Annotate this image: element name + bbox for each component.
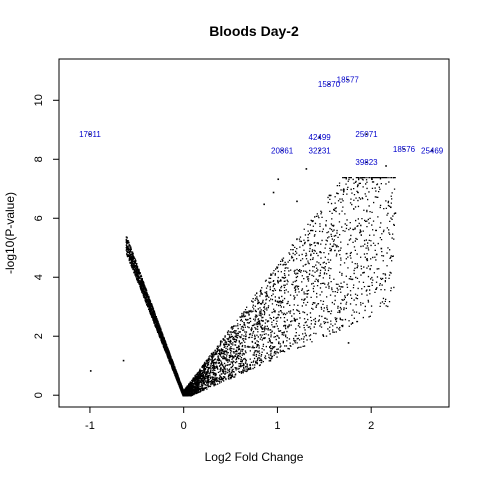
point-label-42499: 42499	[309, 133, 332, 142]
point-label-18577: 18577	[337, 76, 360, 85]
labeled-point	[89, 133, 91, 136]
outlier-point	[122, 359, 125, 362]
y-axis: 0 2 4 6 8 10	[33, 94, 60, 398]
x-tick-label: 0	[181, 420, 187, 432]
outlier-point	[263, 203, 265, 206]
outlier-point	[277, 178, 280, 181]
labeled-point	[365, 133, 368, 136]
labeled-point	[281, 149, 283, 152]
data-points	[89, 165, 397, 397]
point-label-15870: 15870	[318, 80, 341, 89]
labeled-point	[403, 148, 405, 150]
x-tick-label: 1	[274, 420, 280, 432]
outlier-point	[394, 212, 397, 214]
point-label-25469: 25469	[421, 146, 444, 155]
outlier-point	[343, 188, 345, 191]
point-label-39823: 39823	[355, 158, 378, 167]
point-label-17011: 17011	[79, 130, 101, 139]
labeled-point	[328, 83, 330, 85]
point-label-32231: 32231	[309, 146, 332, 155]
y-tick-label: 2	[33, 333, 45, 339]
outlier-point	[329, 194, 331, 197]
chart-title: Bloods Day-2	[209, 23, 299, 39]
outlier-point	[333, 209, 336, 212]
x-tick-label: 2	[368, 420, 374, 432]
outlier-point	[389, 206, 392, 209]
labeled-point	[431, 149, 433, 152]
outlier-point	[366, 259, 369, 262]
labeled-point	[346, 78, 349, 81]
labeled-point	[318, 136, 321, 138]
outlier-point	[305, 168, 308, 170]
x-tick-label: -1	[85, 420, 95, 432]
y-tick-label: 4	[33, 274, 45, 280]
y-tick-label: 0	[33, 392, 45, 398]
outlier-point	[272, 191, 275, 194]
y-tick-label: 10	[33, 94, 45, 106]
y-tick-label: 8	[33, 156, 45, 162]
outlier-point	[89, 370, 92, 372]
x-axis-label: Log2 Fold Change	[205, 450, 304, 464]
outlier-point	[385, 165, 387, 167]
labeled-point	[365, 161, 368, 164]
outlier-point	[380, 247, 383, 250]
outlier-point	[371, 178, 373, 181]
outlier-point	[347, 342, 350, 344]
y-tick-label: 6	[33, 215, 45, 221]
y-axis-label: -log10(P-value)	[3, 192, 17, 274]
outlier-point	[127, 241, 130, 244]
outlier-point	[357, 184, 359, 186]
point-label-25071: 25071	[355, 130, 378, 139]
outlier-point	[296, 200, 298, 203]
bulk-points	[125, 177, 396, 397]
labeled-point	[318, 149, 321, 152]
x-axis: -1 0 1 2	[85, 406, 374, 432]
outlier-point	[375, 253, 378, 256]
point-label-18576: 18576	[393, 145, 416, 154]
point-label-20861: 20861	[271, 146, 294, 155]
